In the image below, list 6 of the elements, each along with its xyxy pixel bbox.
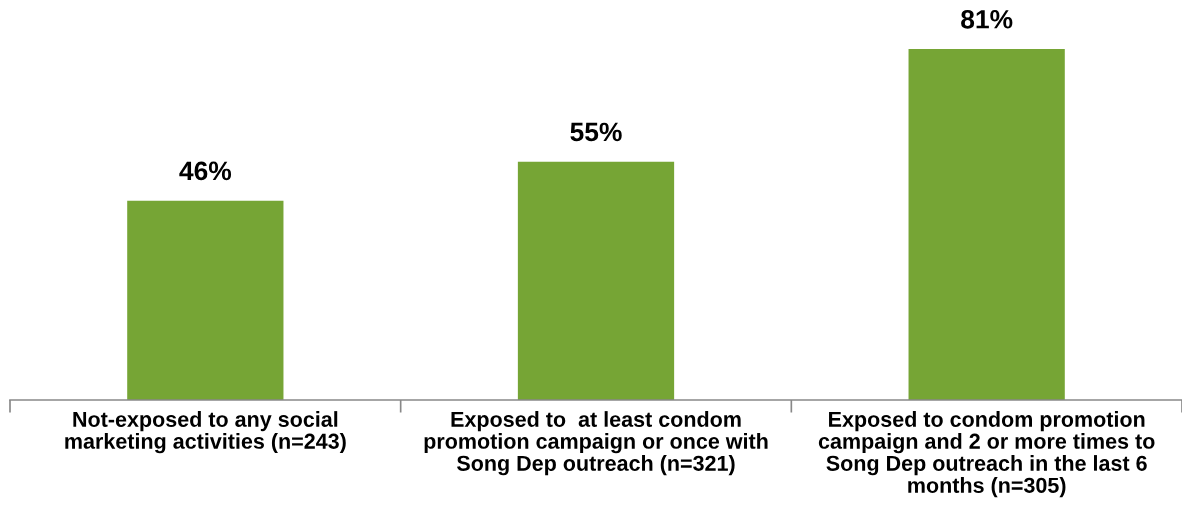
data-label: 81% xyxy=(961,9,1013,29)
x-tick-label: Exposed to at least condom promotion campaign or once with Song Dep outreach (n=321) xyxy=(424,411,768,476)
data-label: 55% xyxy=(570,122,622,142)
x-tick-label: Not-exposed to any social marketing activities (n=243) xyxy=(65,411,346,454)
data-label: 46% xyxy=(179,161,232,181)
x-tick-label: Exposed to condom promotion campaign and 2 or more times to Song Dep outreach in the last 6 months (n=305) xyxy=(818,411,1155,498)
